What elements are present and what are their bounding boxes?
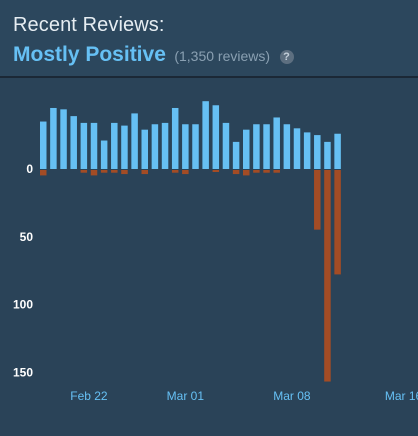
positive-review-bar[interactable] bbox=[111, 122, 118, 169]
review-rating[interactable]: Mostly Positive bbox=[13, 43, 166, 66]
negative-review-bar[interactable] bbox=[253, 170, 260, 173]
negative-review-bar[interactable] bbox=[324, 170, 331, 382]
negative-review-bar[interactable] bbox=[90, 170, 98, 176]
negative-review-bar[interactable] bbox=[334, 170, 341, 275]
positive-review-bar[interactable] bbox=[253, 124, 260, 169]
help-icon[interactable]: ? bbox=[279, 50, 294, 64]
positive-review-bar[interactable] bbox=[243, 129, 250, 169]
negative-review-bar[interactable] bbox=[314, 170, 321, 230]
positive-review-bar[interactable] bbox=[263, 124, 270, 169]
negative-review-bar[interactable] bbox=[121, 170, 128, 175]
negative-review-bar[interactable] bbox=[141, 170, 149, 175]
negative-review-bar[interactable] bbox=[182, 170, 189, 175]
negative-review-bar[interactable] bbox=[171, 170, 179, 173]
rating-summary: Mostly Positive (1,350 reviews) ? bbox=[13, 43, 294, 67]
recent-reviews-title: Recent Reviews: bbox=[13, 14, 165, 36]
positive-review-bar[interactable] bbox=[314, 135, 321, 169]
positive-review-bar[interactable] bbox=[192, 124, 199, 169]
positive-review-bar[interactable] bbox=[80, 122, 88, 169]
positive-review-bar[interactable] bbox=[121, 125, 128, 169]
y-tick-label: 150 bbox=[13, 365, 33, 379]
x-date-label: Mar 01 bbox=[167, 389, 205, 403]
positive-review-bar[interactable] bbox=[283, 124, 291, 169]
reviews-header: Recent Reviews: Mostly Positive (1,350 r… bbox=[0, 0, 418, 76]
x-date-label: Mar 16 bbox=[385, 389, 418, 403]
y-tick-label: 50 bbox=[20, 230, 34, 244]
negative-review-bar[interactable] bbox=[212, 170, 220, 172]
positive-review-bar[interactable] bbox=[232, 141, 240, 169]
positive-review-bar[interactable] bbox=[40, 121, 47, 169]
negative-review-bar[interactable] bbox=[40, 170, 47, 176]
positive-review-bar[interactable] bbox=[90, 122, 98, 169]
positive-review-bar[interactable] bbox=[212, 105, 220, 169]
positive-review-bar[interactable] bbox=[60, 109, 67, 169]
positive-review-bar[interactable] bbox=[293, 128, 301, 169]
positive-review-bar[interactable] bbox=[222, 122, 230, 169]
positive-review-bar[interactable] bbox=[100, 140, 108, 169]
negative-review-bar[interactable] bbox=[100, 170, 108, 173]
positive-review-bar[interactable] bbox=[141, 129, 149, 169]
positive-review-bar[interactable] bbox=[50, 107, 57, 169]
positive-review-bar[interactable] bbox=[202, 101, 209, 169]
y-tick-label: 100 bbox=[13, 298, 33, 312]
negative-review-bar[interactable] bbox=[80, 170, 88, 173]
negative-review-bar[interactable] bbox=[243, 170, 250, 176]
positive-review-bar[interactable] bbox=[182, 124, 189, 169]
positive-review-bar[interactable] bbox=[131, 113, 138, 169]
reviews-histogram: 0 50 100 150 Feb 22 Mar 01 Mar 08 Mar 16 bbox=[13, 101, 418, 403]
positive-review-bar[interactable] bbox=[151, 124, 159, 169]
negative-review-bar[interactable] bbox=[111, 170, 118, 173]
negative-review-bar[interactable] bbox=[232, 170, 240, 175]
header-divider bbox=[0, 76, 418, 78]
negative-review-bar[interactable] bbox=[263, 170, 270, 173]
y-tick-label: 0 bbox=[26, 162, 33, 176]
positive-review-bar[interactable] bbox=[303, 132, 311, 169]
x-date-label: Mar 08 bbox=[273, 389, 311, 403]
negative-review-bar[interactable] bbox=[273, 170, 280, 173]
positive-review-bar[interactable] bbox=[171, 107, 179, 169]
positive-review-bar[interactable] bbox=[334, 133, 341, 169]
positive-review-bar[interactable] bbox=[161, 122, 169, 169]
positive-review-bar[interactable] bbox=[273, 117, 280, 169]
review-count: (1,350 reviews) bbox=[174, 48, 271, 64]
positive-review-bar[interactable] bbox=[70, 116, 77, 169]
x-date-label: Feb 22 bbox=[70, 389, 108, 403]
positive-review-bar[interactable] bbox=[324, 141, 331, 169]
